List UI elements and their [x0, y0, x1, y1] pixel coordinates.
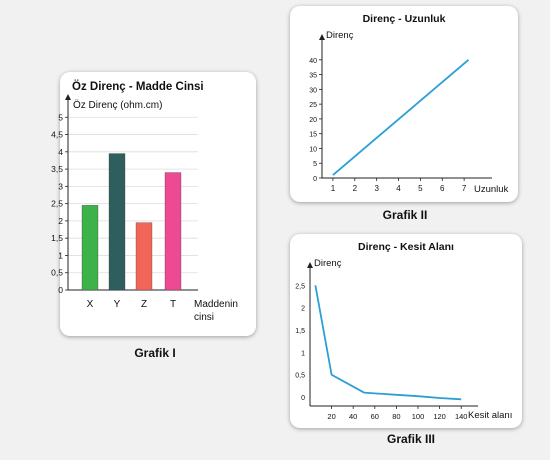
- series-line: [332, 59, 470, 176]
- x-axis-label: Kesit alanı: [468, 410, 512, 421]
- y-tick-label: 40: [309, 58, 317, 65]
- chart-caption-2: Grafik II: [382, 208, 428, 222]
- y-tick-label: 5: [58, 112, 63, 122]
- y-tick-label: 5: [313, 161, 317, 168]
- y-axis-arrow: [319, 34, 325, 40]
- y-tick-label: 1,5: [51, 233, 63, 243]
- y-axis-label: Direnç: [314, 258, 342, 269]
- chart-card-1: Öz Direnç - Madde Cinsi Öz Direnç (ohm.cm…: [51, 72, 256, 336]
- series-line: [314, 285, 462, 401]
- chart-card-3: Direnç - Kesit Alanı Direnç 0 0,5 1 1,5 2 2,5 20…: [290, 234, 522, 428]
- x-axis-label-line1: Maddenin: [194, 299, 238, 310]
- y-tick-label: 1: [58, 250, 63, 260]
- y-tick-label: 35: [309, 73, 317, 80]
- x-tick-label: 4: [396, 184, 401, 193]
- line-chart-3: Direnç - Kesit Alanı Direnç 0 0,5 1 1,5 2 2,5 20…: [295, 241, 512, 421]
- y-tick-label: 1,5: [295, 328, 305, 335]
- x-axis-label: Uzunluk: [474, 184, 509, 195]
- x-tick-label: 20: [327, 412, 335, 421]
- y-tick-label: 2,5: [295, 283, 305, 290]
- y-tick-label: 0,5: [295, 373, 305, 380]
- x-tick-label: 6: [440, 184, 445, 193]
- x-tick-label: Z: [141, 299, 147, 310]
- bar-z: [135, 222, 153, 291]
- chart-title: Direnç - Uzunluk: [363, 13, 446, 25]
- y-tick-label: 3: [58, 181, 63, 191]
- x-axis-label-line2: cinsi: [194, 312, 214, 323]
- y-tick-label: 2: [58, 216, 63, 226]
- chart-caption-3: Grafik III: [386, 432, 436, 446]
- y-tick-label: 2,5: [51, 199, 63, 209]
- y-tick-label: 0: [58, 285, 63, 295]
- y-tick-label: 0,5: [51, 268, 63, 278]
- bar-y: [108, 153, 126, 291]
- y-tick-label: 15: [309, 132, 317, 139]
- x-tick-label: 40: [349, 412, 357, 421]
- x-tick-label: 1: [331, 184, 336, 193]
- chart-title: Direnç - Kesit Alanı: [358, 241, 454, 253]
- y-tick-label: 0: [313, 176, 317, 183]
- x-tick-label: 100: [412, 412, 425, 421]
- x-tick-label: 7: [462, 184, 467, 193]
- x-tick-label: 5: [418, 184, 423, 193]
- y-tick-label: 4,5: [51, 130, 63, 140]
- y-axis-label: Öz Direnç (ohm.cm): [73, 99, 162, 111]
- y-tick-label: 20: [309, 117, 317, 124]
- y-axis-label: Direnç: [326, 30, 354, 41]
- y-tick-label: 4: [58, 147, 63, 157]
- x-tick-label: X: [87, 299, 94, 310]
- y-tick-label: 3,5: [51, 164, 63, 174]
- x-tick-label: 2: [353, 184, 358, 193]
- x-tick-label: T: [170, 299, 176, 310]
- x-tick-label: 60: [371, 412, 379, 421]
- bar-chart-1: Öz Direnç - Madde Cinsi Öz Direnç (ohm.cm…: [51, 80, 238, 323]
- x-tick-label: 3: [374, 184, 379, 193]
- x-tick-label: 80: [392, 412, 400, 421]
- bar-t: [164, 172, 182, 291]
- y-tick-label: 0: [301, 395, 305, 402]
- chart-title: Öz Direnç - Madde Cinsi: [72, 80, 204, 93]
- x-tick-label: 140: [455, 412, 468, 421]
- chart-caption-1: Grafik I: [134, 346, 176, 360]
- x-tick-label: 120: [433, 412, 446, 421]
- chart-card-2: Direnç - Uzunluk Direnç 0 5 10 15 20 25 30 35 40 1 2…: [290, 6, 518, 202]
- y-tick-label: 25: [309, 102, 317, 109]
- x-tick-label: Y: [114, 299, 121, 310]
- y-tick-label: 2: [301, 306, 305, 313]
- y-tick-label: 1: [301, 350, 305, 357]
- y-tick-label: 10: [309, 146, 317, 153]
- bar-x: [81, 205, 99, 291]
- y-axis-arrow: [65, 94, 71, 100]
- y-tick-label: 30: [309, 87, 317, 94]
- y-axis-arrow: [307, 262, 313, 268]
